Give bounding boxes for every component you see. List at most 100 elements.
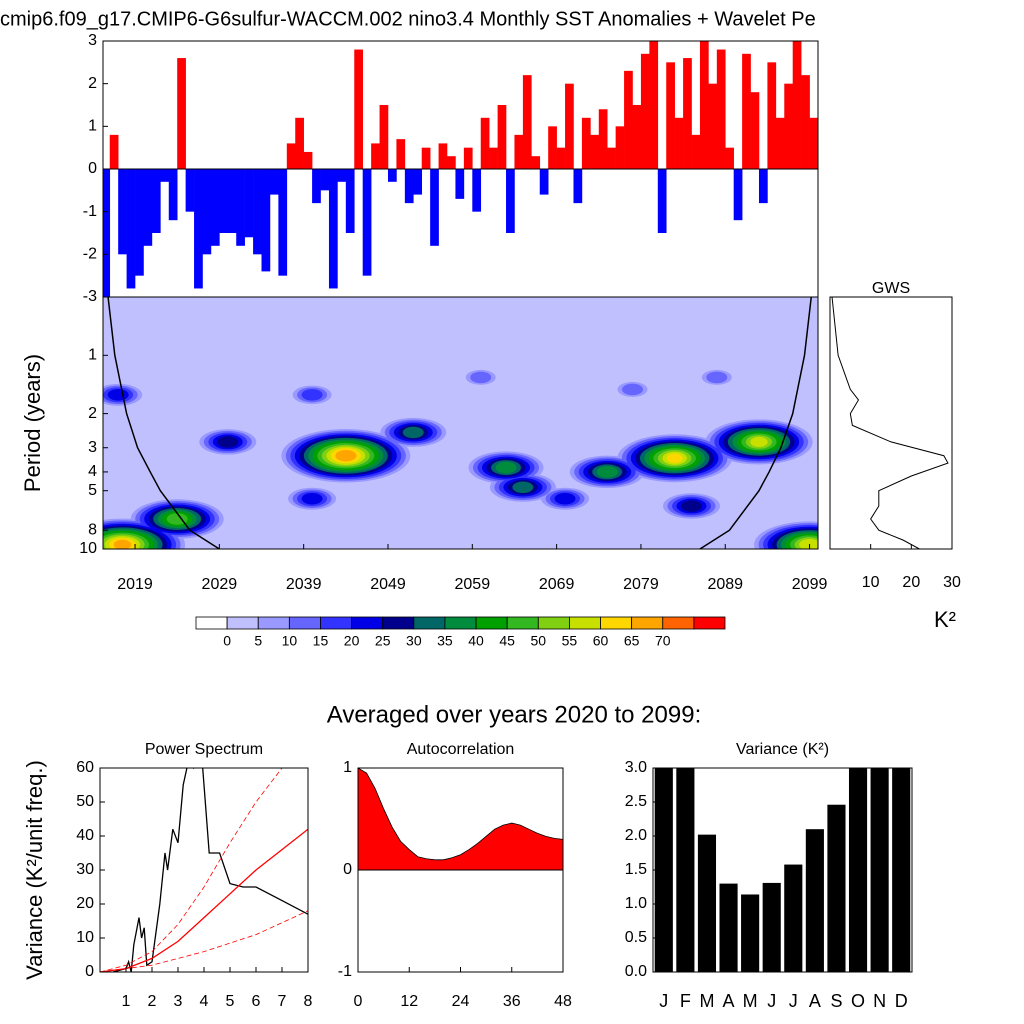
plot-area	[103, 297, 818, 549]
y-tick-label: 50	[76, 793, 94, 810]
power-contour	[622, 383, 644, 396]
x-tick-label: 2029	[202, 576, 238, 593]
x-tick-label: A	[723, 991, 735, 1011]
anomaly-bar	[556, 147, 566, 169]
y-tick-label: 10	[79, 540, 97, 557]
colorbar-label: 65	[624, 633, 640, 649]
anomaly-bar	[430, 169, 439, 246]
x-tick-label: 2019	[117, 576, 153, 593]
x-tick-label: S	[830, 991, 842, 1011]
colorbar-label: 60	[593, 633, 609, 649]
colorbar-label: 70	[655, 633, 671, 649]
x-tick-label: 5	[226, 993, 235, 1010]
anomaly-bar	[590, 134, 600, 169]
anomaly-bar	[379, 105, 389, 169]
anomaly-bar	[742, 53, 751, 169]
y-tick-label: 2	[88, 405, 97, 422]
anomaly-bar	[387, 169, 397, 182]
colorbar-box	[320, 616, 352, 630]
x-tick-label: 4	[200, 993, 209, 1010]
y-tick-label: 0	[85, 963, 94, 980]
anomaly-bar	[497, 105, 507, 169]
anomaly-bar	[278, 169, 288, 276]
anomaly-bar	[649, 41, 659, 169]
x-tick-label: 0	[354, 993, 363, 1010]
x-tick-label: O	[851, 991, 865, 1011]
y-tick-label: 2	[88, 75, 97, 92]
anomaly-bar	[691, 134, 701, 169]
section-title: Averaged over years 2020 to 2099:	[327, 701, 701, 728]
colorbar-box	[537, 616, 570, 630]
plot-frame	[102, 296, 819, 550]
power-contour	[666, 453, 683, 463]
colorbar-box	[662, 616, 695, 630]
x-tick-label: N	[873, 991, 886, 1011]
bar	[676, 768, 695, 972]
colorbar-label: 15	[313, 633, 329, 649]
colorbar-label: 50	[531, 633, 547, 649]
x-tick-label: 2089	[707, 576, 743, 593]
bar	[892, 768, 911, 972]
power-contour	[113, 539, 132, 549]
colorbar-box	[351, 616, 384, 630]
anomaly-bar	[784, 83, 794, 169]
anomaly-bar	[632, 105, 642, 169]
bar	[805, 829, 824, 972]
x-tick-label: J	[767, 991, 776, 1011]
y-tick-label: 3.0	[625, 759, 647, 776]
anomaly-bar	[312, 169, 321, 204]
y-tick-label: 3	[88, 439, 97, 456]
anomaly-bar	[194, 169, 203, 289]
anomaly-bar	[396, 139, 406, 169]
power-contour	[554, 492, 576, 505]
power-contour	[596, 466, 618, 478]
x-tick-label: 2059	[455, 576, 491, 593]
anomaly-bar	[160, 169, 170, 182]
anomaly-bar	[607, 147, 616, 169]
colorbar-label: 35	[437, 633, 453, 649]
anomaly-bar	[531, 156, 541, 169]
plot-area	[654, 768, 911, 972]
y-tick-label: 1	[88, 347, 97, 364]
x-tick-label: A	[809, 991, 821, 1011]
anomaly-bar	[210, 169, 220, 246]
y-tick-label: 20	[76, 895, 94, 912]
power-contour	[301, 492, 323, 505]
colorbar-box	[475, 616, 508, 630]
plot-frame	[829, 296, 953, 550]
anomaly-bar	[202, 169, 212, 255]
anomaly-bar	[624, 70, 633, 169]
x-axis-title: K²	[934, 607, 956, 632]
x-tick-label: J	[789, 991, 798, 1011]
anomaly-bar	[168, 169, 178, 221]
x-tick-label: M	[743, 991, 758, 1011]
colorbar-box	[195, 616, 228, 630]
y-tick-label: 2.5	[625, 793, 647, 810]
y-tick-label: 8	[88, 521, 97, 538]
x-tick-label: M	[699, 991, 714, 1011]
power-contour	[799, 538, 818, 549]
anomaly-bar	[725, 147, 734, 169]
anomaly-bar	[103, 169, 111, 297]
colorbar-box	[226, 616, 259, 630]
bar	[762, 882, 781, 972]
power-contour	[301, 389, 323, 401]
colorbar-label: 20	[344, 633, 360, 649]
anomaly-bar	[548, 126, 557, 169]
anomaly-bar	[151, 169, 161, 233]
y-tick-label: 10	[76, 929, 94, 946]
y-tick-label: 3	[88, 32, 97, 49]
colorbar-box	[382, 616, 415, 630]
anomaly-bar	[143, 169, 153, 246]
anomaly-bar	[666, 62, 675, 170]
anomaly-bar	[135, 169, 144, 276]
x-tick-label: 2099	[792, 576, 828, 593]
x-tick-label: 8	[304, 993, 313, 1010]
x-tick-label: 2049	[370, 576, 406, 593]
x-tick-label: 2	[148, 993, 157, 1010]
x-tick-label: F	[680, 991, 691, 1011]
x-tick-label: 7	[278, 993, 287, 1010]
colorbar-label: 25	[375, 633, 391, 649]
